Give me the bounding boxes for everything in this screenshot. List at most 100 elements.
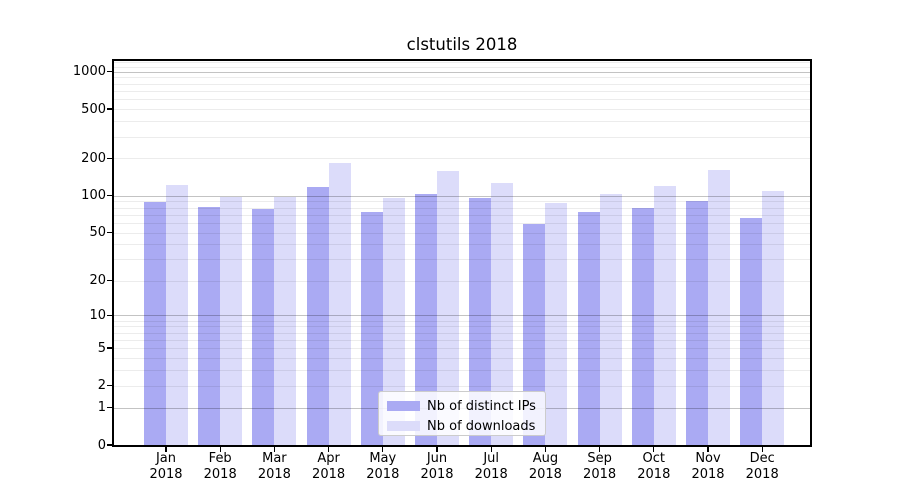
bar-ips-oct — [631, 207, 654, 445]
bar-downloads-oct — [653, 185, 676, 445]
x-tick-mark — [490, 447, 492, 452]
x-tick-mark — [653, 447, 655, 452]
y-tick-mark — [107, 444, 112, 446]
y-tick-label: 1 — [97, 400, 106, 416]
x-tick-label: Nov 2018 — [691, 451, 725, 482]
bar-downloads-aug — [545, 202, 568, 445]
bar-ips-apr — [306, 187, 329, 445]
bar-ips-jun — [415, 193, 437, 445]
y-tick-label: 0 — [97, 437, 106, 453]
bar-ips-feb — [198, 206, 221, 445]
gridline-minor — [114, 99, 810, 101]
legend-item-downloads: Nb of downloads — [387, 417, 545, 435]
bar-downloads-jul — [491, 183, 514, 445]
y-tick-label: 10 — [89, 307, 106, 323]
gridline-minor — [114, 90, 810, 92]
gridline-minor — [114, 61, 810, 63]
y-tick-label: 1000 — [72, 64, 106, 80]
gridline-minor — [114, 320, 810, 322]
bar-downloads-feb — [220, 196, 243, 445]
bar-ips-aug — [523, 223, 546, 445]
x-tick-label: May 2018 — [366, 451, 400, 482]
x-tick-mark — [761, 447, 763, 452]
gridline-minor — [114, 385, 810, 387]
x-tick-label: Apr 2018 — [312, 451, 346, 482]
gridline-minor — [114, 370, 810, 372]
gridline-major — [114, 315, 810, 317]
bar-downloads-dec — [762, 191, 785, 445]
bar-ips-mar — [252, 208, 275, 445]
x-tick-label: Dec 2018 — [745, 451, 779, 482]
y-tick-mark — [107, 194, 112, 197]
y-tick-mark — [107, 347, 112, 349]
plot-area — [112, 59, 812, 447]
gridline-minor — [114, 158, 810, 160]
x-tick-mark — [707, 447, 709, 452]
bar-ips-nov — [686, 200, 708, 445]
gridline-minor — [114, 214, 810, 216]
y-tick-mark — [107, 231, 112, 234]
y-tick-label: 500 — [81, 101, 106, 117]
gridline-minor — [114, 83, 810, 85]
y-tick-mark — [107, 406, 112, 409]
gridline-minor — [114, 207, 810, 209]
legend-item-distinct-ips: Nb of distinct IPs — [387, 397, 545, 415]
gridline-minor — [114, 77, 810, 79]
x-tick-label: Jun 2018 — [420, 451, 454, 482]
gridline-minor — [114, 109, 810, 111]
bars-layer — [114, 61, 810, 445]
gridline-major — [114, 195, 810, 197]
bar-ips-dec — [740, 217, 763, 445]
x-tick-mark — [436, 447, 438, 452]
y-tick-label: 20 — [89, 273, 106, 288]
x-tick-label: Jul 2018 — [474, 451, 508, 482]
gridline-minor — [114, 259, 810, 261]
y-tick-mark — [107, 71, 112, 73]
gridline-minor — [114, 222, 810, 224]
gridline-minor — [114, 244, 810, 246]
y-tick-label: 5 — [97, 340, 106, 356]
y-tick-label: 100 — [81, 188, 106, 204]
gridline-minor — [114, 280, 810, 282]
gridline-minor — [114, 339, 810, 341]
y-tick-mark — [107, 157, 112, 160]
y-tick-mark — [107, 384, 112, 387]
y-tick-mark — [107, 279, 112, 282]
x-tick-label: Jan 2018 — [149, 451, 183, 482]
bar-downloads-may — [382, 197, 405, 445]
x-tick-mark — [544, 447, 547, 452]
x-tick-label: Feb 2018 — [203, 451, 237, 482]
x-tick-label: Aug 2018 — [528, 451, 562, 482]
x-tick-mark — [327, 447, 330, 452]
bar-ips-sep — [577, 212, 600, 445]
bar-ips-jan — [144, 201, 166, 445]
gridline-minor — [114, 232, 810, 234]
y-tick-mark — [107, 108, 112, 110]
bar-ips-jul — [469, 197, 492, 445]
bar-ips-may — [360, 212, 383, 445]
x-tick-label: Oct 2018 — [637, 451, 671, 482]
legend: Nb of distinct IPs Nb of downloads — [378, 391, 546, 436]
x-tick-label: Mar 2018 — [257, 451, 291, 482]
gridline-major — [114, 71, 810, 73]
chart-title: clstutils 2018 — [406, 35, 518, 54]
bar-downloads-jun — [437, 171, 459, 445]
x-tick-mark — [382, 447, 384, 452]
bar-downloads-sep — [599, 193, 622, 445]
y-tick-label: 2 — [97, 378, 106, 394]
gridline-minor — [114, 358, 810, 360]
legend-label: Nb of downloads — [427, 418, 536, 434]
x-tick-mark — [598, 447, 601, 452]
gridline-minor — [114, 332, 810, 334]
legend-swatch-downloads — [387, 421, 420, 431]
gridline-minor — [114, 136, 810, 138]
legend-swatch-distinct-ips — [387, 401, 420, 411]
bar-downloads-mar — [274, 197, 297, 445]
y-tick-label: 50 — [89, 225, 106, 241]
bar-downloads-apr — [328, 163, 351, 445]
x-tick-mark — [165, 447, 167, 452]
gridline-minor — [114, 326, 810, 328]
bar-downloads-nov — [708, 170, 730, 445]
x-tick-label: Sep 2018 — [583, 451, 617, 482]
